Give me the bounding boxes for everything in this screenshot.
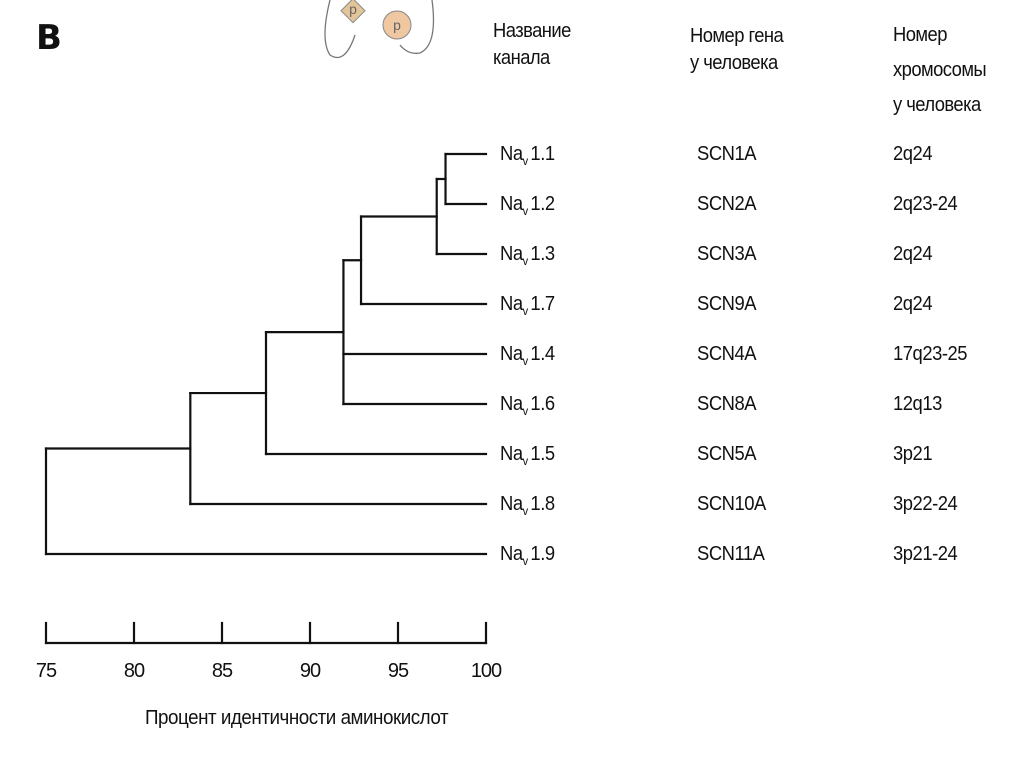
channel-sub: v	[522, 554, 528, 568]
x-tick-label: 85	[211, 660, 233, 682]
channel-name: Nav 1.5	[500, 442, 555, 473]
header-line: у человека	[893, 94, 981, 116]
channel-sub: v	[522, 204, 528, 218]
chromosome-location: 3p21-24	[893, 543, 958, 565]
channel-base: Na	[500, 493, 523, 515]
channel-sub: v	[522, 254, 528, 268]
gene-name: SCN2A	[697, 193, 757, 215]
decor-letter: p	[393, 17, 401, 33]
channel-num: 1.2	[530, 193, 555, 215]
channel-num: 1.7	[530, 293, 555, 315]
channel-num: 1.6	[530, 393, 555, 415]
channel-num: 1.8	[530, 493, 555, 515]
chromosome-location: 2q24	[893, 143, 933, 165]
gene-name: SCN1A	[697, 143, 757, 165]
x-tick-label: 95	[387, 660, 409, 682]
channel-sub: v	[522, 304, 528, 318]
channel-sub: v	[522, 504, 528, 518]
gene-name: SCN4A	[697, 343, 757, 365]
gene-name: SCN9A	[697, 293, 757, 315]
channel-num: 1.9	[530, 543, 555, 565]
chromosome-location: 12q13	[893, 393, 942, 415]
gene-name: SCN3A	[697, 243, 757, 265]
chromosome-location: 17q23-25	[893, 343, 968, 365]
channel-sub: v	[522, 354, 528, 368]
chromosome-location: 3p22-24	[893, 493, 958, 515]
channel-num: 1.5	[530, 443, 555, 465]
channel-base: Na	[500, 293, 523, 315]
channel-name: Nav 1.6	[500, 392, 555, 423]
chromosome-location: 2q23-24	[893, 193, 958, 215]
header-line: у человека	[690, 52, 778, 74]
channel-name: Nav 1.7	[500, 292, 555, 323]
channel-base: Na	[500, 543, 523, 565]
header-line: хромосомы	[893, 59, 987, 81]
channel-sub: v	[522, 404, 528, 418]
channel-base: Na	[500, 143, 523, 165]
gene-name: SCN10A	[697, 493, 766, 515]
header-line: Номер гена	[690, 25, 784, 47]
channel-num: 1.3	[530, 243, 555, 265]
panel-letter: B	[36, 18, 62, 58]
decor-letter: p	[349, 1, 357, 17]
chromosome-location: 3p21	[893, 443, 933, 465]
channel-base: Na	[500, 393, 523, 415]
channel-name: Nav 1.4	[500, 342, 555, 373]
channel-base: Na	[500, 443, 523, 465]
header-gene: Номер гена у человека	[690, 23, 784, 77]
header-chromosome: Номер хромосомы у человека	[893, 18, 987, 123]
x-tick-label: 80	[123, 660, 145, 682]
channel-sub: v	[522, 454, 528, 468]
x-tick-label: 90	[299, 660, 321, 682]
gene-name: SCN5A	[697, 443, 757, 465]
x-tick-label: 100	[470, 660, 502, 682]
gene-name: SCN11A	[697, 543, 765, 565]
header-channel: Название канала	[493, 18, 571, 72]
channel-name: Nav 1.3	[500, 242, 555, 273]
channel-sub: v	[522, 154, 528, 168]
header-line: Номер	[893, 24, 947, 46]
channel-name: Nav 1.1	[500, 142, 555, 173]
channel-base: Na	[500, 243, 523, 265]
channel-base: Na	[500, 193, 523, 215]
channel-name: Nav 1.8	[500, 492, 555, 523]
channel-name: Nav 1.9	[500, 542, 555, 573]
chromosome-location: 2q24	[893, 293, 933, 315]
header-line: Название	[493, 20, 571, 42]
x-axis-title: Процент идентичности аминокислот	[145, 707, 449, 729]
channel-base: Na	[500, 343, 523, 365]
x-tick-label: 75	[35, 660, 57, 682]
channel-num: 1.1	[530, 143, 555, 165]
channel-num: 1.4	[530, 343, 555, 365]
channel-name: Nav 1.2	[500, 192, 555, 223]
gene-name: SCN8A	[697, 393, 757, 415]
header-line: канала	[493, 47, 550, 69]
chromosome-location: 2q24	[893, 243, 933, 265]
